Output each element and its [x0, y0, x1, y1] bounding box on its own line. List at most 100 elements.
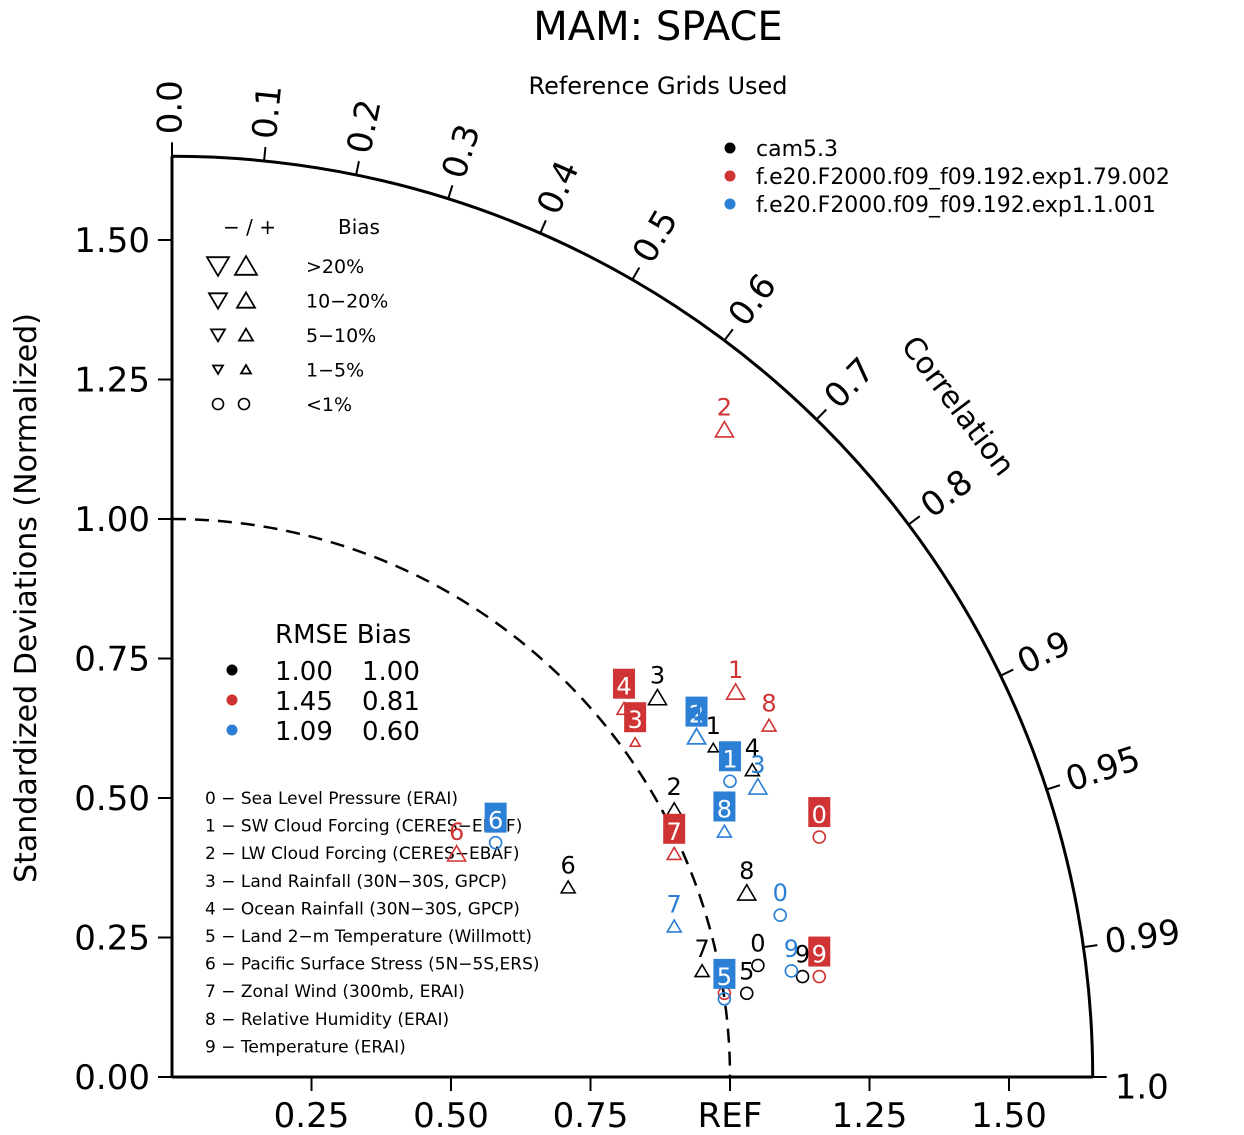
- point-marker-triangle: [446, 844, 467, 862]
- bias-legend-label: 5−10%: [306, 325, 376, 347]
- correlation-tick-label: 0.2: [339, 96, 389, 157]
- data-point: 5: [739, 957, 754, 1001]
- correlation-tick-label: 0.99: [1102, 912, 1183, 962]
- bias-legend-bias-header: Bias: [338, 215, 380, 239]
- data-point: 3: [747, 751, 769, 795]
- correlation-tick-label: 0.6: [720, 267, 784, 334]
- x-tick-label: 0.25: [274, 1096, 350, 1135]
- data-point: 3: [624, 702, 647, 747]
- data-points: 012345678901234567890123456789: [446, 394, 831, 1006]
- point-marker-circle: [751, 958, 765, 973]
- point-label: 3: [750, 751, 765, 779]
- point-marker-triangle: [686, 726, 707, 745]
- point-marker-triangle: [736, 883, 758, 901]
- point-marker-circle: [773, 908, 788, 922]
- point-label: 4: [745, 734, 760, 762]
- point-label: 6: [488, 807, 503, 835]
- bias-legend-label: 1−5%: [306, 360, 364, 382]
- point-label: 8: [761, 689, 776, 717]
- series-legend-label: cam5.3: [756, 137, 838, 162]
- variable-list-item: 9 − Temperature (ERAI): [205, 1037, 406, 1057]
- point-marker-triangle: [628, 736, 642, 747]
- point-label: 3: [627, 706, 642, 734]
- point-marker-triangle: [743, 762, 761, 777]
- data-point: 1: [706, 712, 721, 753]
- point-marker-triangle: [693, 963, 711, 978]
- correlation-tick-label: 0.5: [625, 203, 687, 270]
- variable-list-item: 4 − Ocean Rainfall (30N−30S, GPCP): [205, 899, 520, 919]
- point-label-box: [484, 802, 507, 833]
- point-marker-triangle: [725, 682, 746, 700]
- series-legend: cam5.3 f.e20.F2000.f09_f09.192.exp1.79.00…: [724, 137, 1170, 218]
- variable-list-item: 5 − Land 2−m Temperature (Willmott): [205, 927, 532, 947]
- variable-list-item: 1 − SW Cloud Forcing (CERES−EBAF): [205, 817, 522, 837]
- point-label: 2: [689, 701, 704, 729]
- point-marker-triangle: [665, 801, 683, 816]
- chart-title: MAM: SPACE: [533, 4, 782, 50]
- x-tick-label: 1.25: [832, 1096, 908, 1135]
- stats-legend-rmse: 1.09: [275, 717, 333, 747]
- point-label: 2: [717, 394, 732, 422]
- point-marker-circle: [812, 969, 827, 984]
- y-tick-label: 1.50: [74, 221, 150, 261]
- stats-legend-bias: 0.60: [362, 717, 420, 747]
- correlation-tick: [355, 160, 360, 176]
- variable-list-item: 7 − Zonal Wind (300mb, ERAI): [205, 982, 465, 1002]
- bias-legend-triangle-up: [235, 290, 257, 309]
- y-axis-label: Standardized Deviations (Normalized): [9, 313, 44, 883]
- bias-legend-triangle-up: [233, 254, 259, 276]
- variable-list-item: 6 − Pacific Surface Stress (5N−5S,ERS): [205, 955, 540, 975]
- bias-legend-circle-neg: [211, 397, 225, 411]
- point-label-box: [612, 668, 635, 699]
- y-tick-label: 1.00: [74, 500, 150, 540]
- correlation-tick-label: 0.1: [245, 83, 290, 141]
- point-label-box: [663, 813, 686, 844]
- y-tick-label: 0.25: [74, 919, 150, 959]
- point-marker-triangle: [615, 700, 633, 716]
- point-label: 2: [667, 773, 682, 801]
- correlation-tick: [1000, 668, 1014, 677]
- bias-legend-triangle-down: [207, 292, 229, 311]
- point-label-box: [713, 791, 736, 822]
- point-label: 0: [773, 879, 788, 907]
- correlation-tick-label: 0.3: [434, 120, 488, 184]
- correlation-label: Correlation: [894, 330, 1022, 483]
- reference-arc: [171, 517, 732, 1078]
- x-tick-label: 0.75: [553, 1096, 629, 1135]
- bias-legend-label: 10−20%: [306, 291, 388, 313]
- y-tick-label: 0.50: [74, 779, 150, 819]
- data-point: 4: [612, 668, 635, 716]
- chart-subtitle: Reference Grids Used: [528, 72, 787, 100]
- point-label: 1: [706, 712, 721, 740]
- data-point: 2: [714, 394, 735, 438]
- stats-legend-dot: [226, 694, 238, 706]
- point-label-box: [808, 936, 831, 967]
- point-marker-circle: [812, 830, 827, 844]
- bias-legend: − / + Bias >20% 10−20% 5−10% 1−5% <1%: [205, 215, 388, 416]
- correlation-tick-label: 0.8: [913, 462, 980, 526]
- point-marker-circle: [784, 964, 799, 978]
- series-legend-label: f.e20.F2000.f09_f09.192.exp1.1.001: [756, 193, 1156, 218]
- point-label: 1: [722, 745, 737, 773]
- variable-list-item: 8 − Relative Humidity (ERAI): [205, 1010, 449, 1030]
- bias-legend-label: <1%: [306, 394, 352, 416]
- data-point: 6: [559, 851, 577, 894]
- bias-legend-triangle-down: [209, 328, 227, 344]
- correlation-tick-label: 0.7: [817, 350, 883, 417]
- point-label: 1: [728, 656, 743, 684]
- data-point: 6: [446, 818, 467, 862]
- point-label-box: [624, 702, 647, 733]
- point-marker-circle: [723, 774, 737, 789]
- stats-legend-rmse: 1.00: [275, 657, 333, 687]
- data-point: 0: [773, 879, 788, 922]
- point-label-box: [685, 696, 708, 727]
- data-point: 2: [665, 773, 683, 816]
- data-point: 9: [795, 941, 810, 984]
- point-label-box: [719, 741, 741, 772]
- point-marker-triangle: [686, 726, 707, 745]
- data-point: 7: [693, 935, 711, 978]
- point-marker-triangle: [559, 879, 577, 894]
- variable-list-item: 3 − Land Rainfall (30N−30S, GPCP): [205, 872, 507, 892]
- bias-legend-triangle-down: [211, 364, 225, 376]
